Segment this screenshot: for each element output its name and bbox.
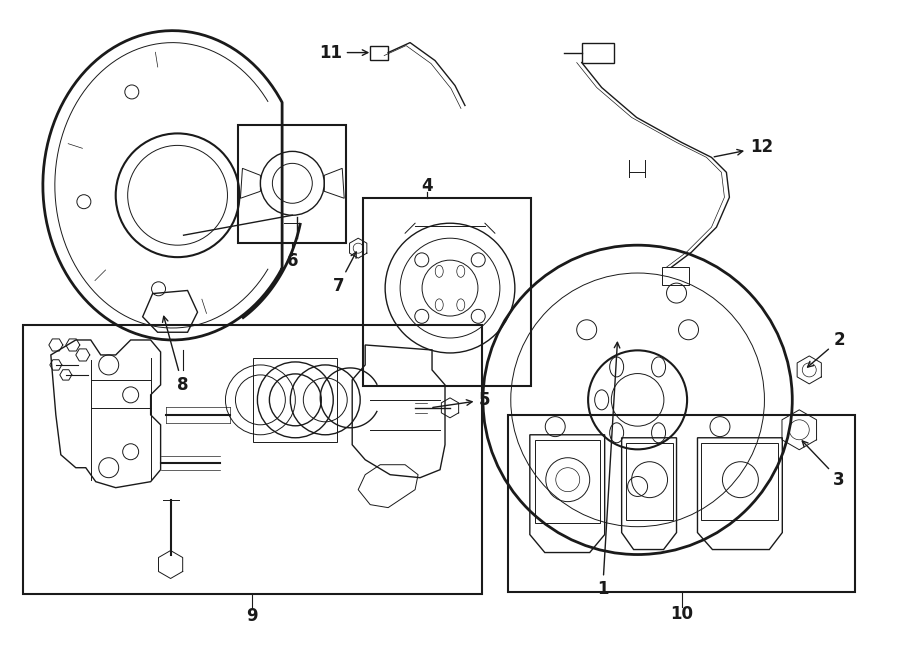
- Text: 2: 2: [807, 331, 845, 367]
- Text: 11: 11: [319, 44, 368, 61]
- Text: 3: 3: [802, 441, 845, 488]
- Bar: [581, 42, 614, 63]
- Bar: [508, 415, 855, 592]
- Bar: [22, 325, 482, 594]
- Text: 5: 5: [433, 391, 490, 409]
- Bar: [254, 358, 338, 442]
- Text: 6: 6: [286, 252, 298, 270]
- Text: 8: 8: [163, 317, 188, 394]
- Bar: [238, 126, 346, 243]
- Bar: [662, 267, 689, 285]
- Text: 12: 12: [715, 138, 773, 157]
- Text: 9: 9: [247, 607, 258, 625]
- Bar: [370, 46, 388, 59]
- Text: 7: 7: [332, 252, 356, 295]
- Bar: [364, 198, 531, 386]
- Text: 10: 10: [670, 605, 693, 623]
- Text: 1: 1: [597, 342, 620, 598]
- Text: 4: 4: [421, 177, 433, 195]
